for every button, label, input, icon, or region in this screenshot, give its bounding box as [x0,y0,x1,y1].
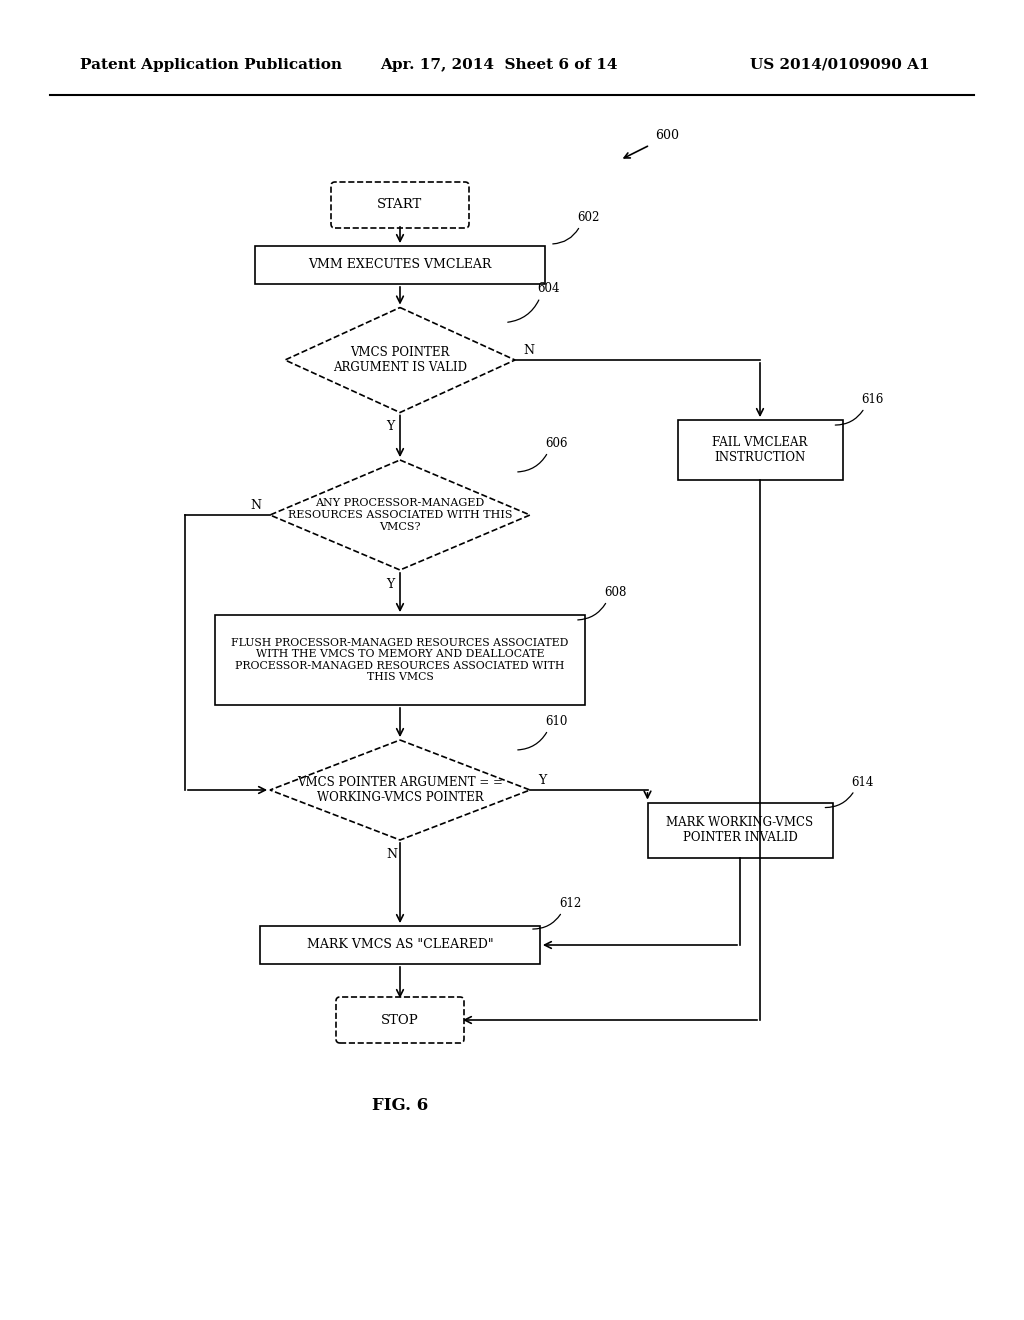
Bar [260,927,540,964]
Text: FLUSH PROCESSOR-MANAGED RESOURCES ASSOCIATED
WITH THE VMCS TO MEMORY AND DEALLOC: FLUSH PROCESSOR-MANAGED RESOURCES ASSOCI… [231,638,568,682]
Text: N: N [386,847,397,861]
Text: Patent Application Publication: Patent Application Publication [80,58,342,73]
Polygon shape [270,459,530,570]
Text: 602: 602 [577,211,599,224]
Text: ANY PROCESSOR-MANAGED
RESOURCES ASSOCIATED WITH THIS
VMCS?: ANY PROCESSOR-MANAGED RESOURCES ASSOCIAT… [288,499,512,532]
Text: FAIL VMCLEAR
INSTRUCTION: FAIL VMCLEAR INSTRUCTION [713,436,808,465]
Bar [647,803,833,858]
Text: MARK WORKING-VMCS
POINTER INVALID: MARK WORKING-VMCS POINTER INVALID [667,816,813,843]
Text: 600: 600 [655,129,679,143]
Bar [255,246,545,284]
FancyBboxPatch shape [336,997,464,1043]
Bar [678,420,843,480]
FancyBboxPatch shape [331,182,469,228]
Text: Y: Y [386,421,394,433]
Text: VMM EXECUTES VMCLEAR: VMM EXECUTES VMCLEAR [308,259,492,272]
Text: Apr. 17, 2014  Sheet 6 of 14: Apr. 17, 2014 Sheet 6 of 14 [380,58,617,73]
Text: STOP: STOP [381,1014,419,1027]
Text: VMCS POINTER ARGUMENT = =
WORKING-VMCS POINTER: VMCS POINTER ARGUMENT = = WORKING-VMCS P… [297,776,503,804]
Text: US 2014/0109090 A1: US 2014/0109090 A1 [750,58,930,73]
Text: 610: 610 [545,715,567,729]
Text: START: START [378,198,423,211]
Text: 616: 616 [861,393,884,407]
Text: 606: 606 [545,437,567,450]
Text: N: N [250,499,261,512]
Text: 608: 608 [604,586,627,599]
Text: N: N [523,345,534,356]
Polygon shape [285,308,515,412]
Polygon shape [270,741,530,840]
Text: MARK VMCS AS "CLEARED": MARK VMCS AS "CLEARED" [306,939,494,952]
Text: Y: Y [538,774,546,787]
Text: 612: 612 [559,898,582,909]
Text: 604: 604 [537,282,559,296]
Text: VMCS POINTER
ARGUMENT IS VALID: VMCS POINTER ARGUMENT IS VALID [333,346,467,374]
Text: Y: Y [386,578,394,591]
Bar [215,615,585,705]
Text: FIG. 6: FIG. 6 [372,1097,428,1114]
Text: 614: 614 [852,776,873,788]
